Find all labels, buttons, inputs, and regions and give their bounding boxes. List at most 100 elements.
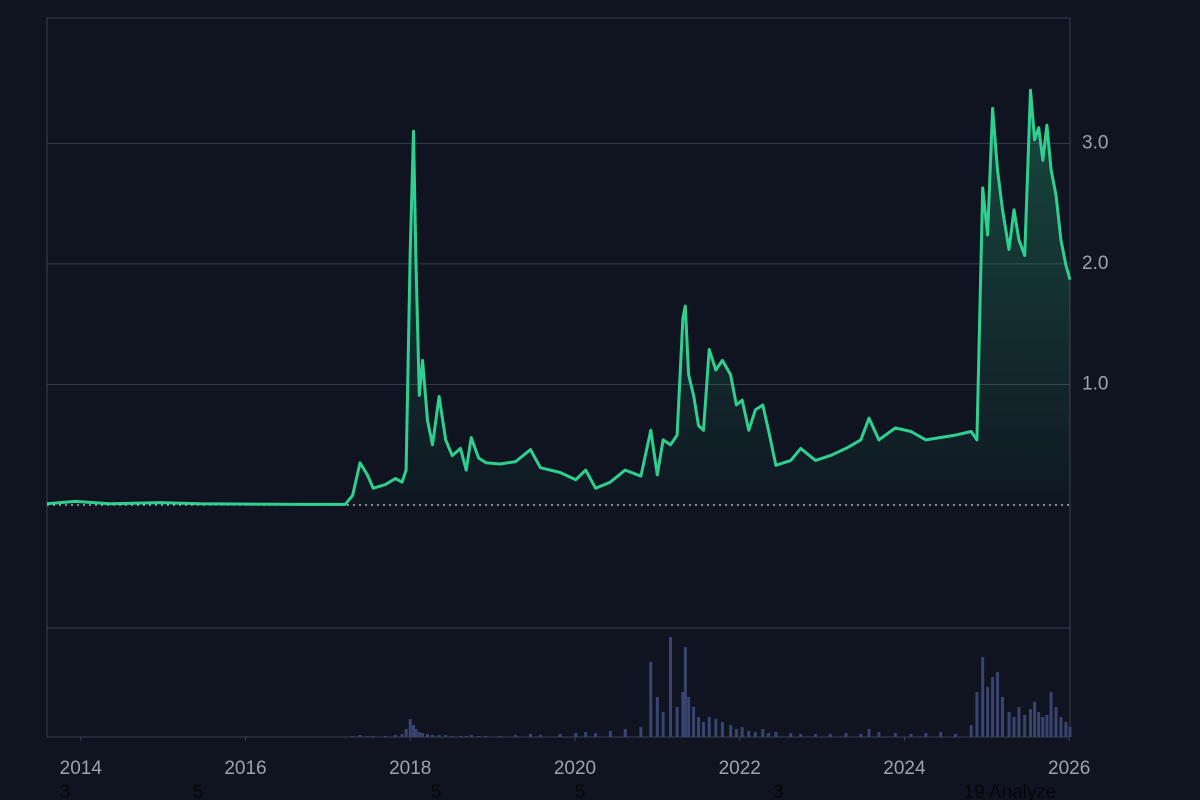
x-tick-label: 2022 bbox=[719, 758, 761, 779]
volume-bar bbox=[458, 736, 462, 737]
frame bbox=[46, 17, 1071, 738]
volume-bar bbox=[909, 734, 913, 737]
volume-bar bbox=[675, 707, 679, 737]
volume-bar bbox=[681, 692, 685, 737]
volume-bar bbox=[1017, 707, 1021, 737]
volume-bar bbox=[986, 687, 990, 737]
volume-bar bbox=[477, 736, 481, 737]
volume-bar bbox=[697, 717, 701, 737]
volume-bar bbox=[924, 733, 928, 737]
volume-bar bbox=[661, 712, 665, 737]
volume-bar bbox=[859, 734, 863, 737]
volume-bar bbox=[464, 736, 468, 737]
volume-bar bbox=[844, 733, 848, 737]
volume-bar bbox=[1023, 715, 1027, 737]
volume-bar bbox=[538, 735, 542, 737]
volume-bar bbox=[701, 722, 705, 737]
volume-bar bbox=[414, 729, 418, 737]
x-tick-label: 2024 bbox=[883, 758, 926, 779]
volume-bar bbox=[969, 725, 973, 737]
volume-bar bbox=[740, 727, 744, 737]
volume-bar bbox=[384, 736, 388, 737]
volume-bar bbox=[954, 734, 958, 737]
volume-bar bbox=[761, 729, 765, 737]
volume-bar bbox=[747, 731, 751, 737]
volume-bar bbox=[729, 725, 733, 737]
x-tick-label: 2026 bbox=[1048, 758, 1090, 779]
volume-bar bbox=[991, 677, 995, 737]
volume-bar bbox=[623, 729, 627, 737]
volume-bar bbox=[1059, 717, 1063, 737]
volume-bar bbox=[1045, 715, 1049, 737]
price-line bbox=[46, 88, 1072, 506]
volume-bar bbox=[412, 725, 416, 737]
x-tick-label: 2020 bbox=[554, 758, 596, 779]
volume-bar bbox=[975, 692, 979, 737]
volume-bar bbox=[365, 736, 369, 737]
volume-bar bbox=[767, 733, 771, 737]
volume-bar bbox=[444, 735, 448, 737]
volume-bar bbox=[893, 733, 897, 737]
volume-bar bbox=[1028, 709, 1032, 737]
volume-bar bbox=[877, 732, 881, 737]
volume-bar bbox=[404, 729, 408, 737]
volume-bar bbox=[469, 735, 473, 737]
volume-bar bbox=[351, 736, 355, 737]
volume-bar bbox=[1054, 707, 1058, 737]
volume-bar bbox=[813, 734, 817, 737]
volume-bar bbox=[358, 735, 362, 737]
x-tick-label: 2018 bbox=[389, 758, 431, 779]
volume-bar bbox=[799, 734, 803, 737]
volume-bar bbox=[528, 734, 532, 737]
y-tick-label: 1.0 bbox=[1082, 373, 1108, 394]
volume-bar bbox=[753, 732, 757, 737]
volume-bar bbox=[655, 697, 659, 737]
footer-fragment: 5 bbox=[193, 782, 204, 800]
volume-bar bbox=[981, 657, 985, 737]
y-tick-label: 2.0 bbox=[1082, 253, 1108, 274]
volume-bar bbox=[393, 735, 397, 737]
footer-fragment: 5 bbox=[431, 782, 442, 800]
volume-bar bbox=[558, 734, 562, 737]
volume-bar bbox=[514, 735, 518, 737]
x-tick-label: 2016 bbox=[224, 758, 266, 779]
volume-bar bbox=[421, 733, 425, 737]
volume-bar bbox=[789, 733, 793, 737]
volume-bar bbox=[1007, 712, 1011, 737]
volume-bar bbox=[683, 647, 687, 737]
volume-bar bbox=[714, 719, 718, 737]
volume-bar bbox=[1041, 717, 1045, 737]
volume-bar bbox=[996, 672, 1000, 737]
volume-bar bbox=[584, 732, 588, 737]
volume-bar bbox=[608, 731, 612, 737]
volume-bar bbox=[498, 736, 502, 737]
volume-bar bbox=[430, 735, 434, 737]
volume-bar bbox=[400, 734, 404, 737]
x-tick-label: 2014 bbox=[60, 758, 103, 779]
volume-bar bbox=[1033, 702, 1037, 737]
volume-bar bbox=[408, 719, 412, 737]
volume-bar bbox=[450, 736, 454, 737]
volume-bar bbox=[687, 697, 691, 737]
footer-fragment: 5 bbox=[575, 782, 586, 800]
footer-fragment: 19 Analyze bbox=[964, 782, 1057, 800]
volume-bar bbox=[720, 722, 724, 737]
volume-bar bbox=[774, 732, 778, 737]
volume-bar bbox=[939, 732, 943, 737]
y-tick-label: 3.0 bbox=[1082, 132, 1108, 153]
volume-bar bbox=[1012, 717, 1016, 737]
volume-bar bbox=[371, 736, 375, 737]
volume-bar bbox=[1068, 727, 1072, 737]
volume-bar bbox=[669, 637, 673, 737]
volume-bar bbox=[1064, 722, 1068, 737]
volume-bar bbox=[707, 717, 711, 737]
price-area bbox=[47, 90, 1070, 506]
volume-bar bbox=[734, 729, 738, 737]
volume-bar bbox=[1049, 692, 1053, 737]
volume-bar bbox=[828, 734, 832, 737]
volume-bar bbox=[426, 734, 430, 737]
footer-fragment: 3 bbox=[773, 782, 784, 800]
volume-bar bbox=[574, 733, 578, 737]
